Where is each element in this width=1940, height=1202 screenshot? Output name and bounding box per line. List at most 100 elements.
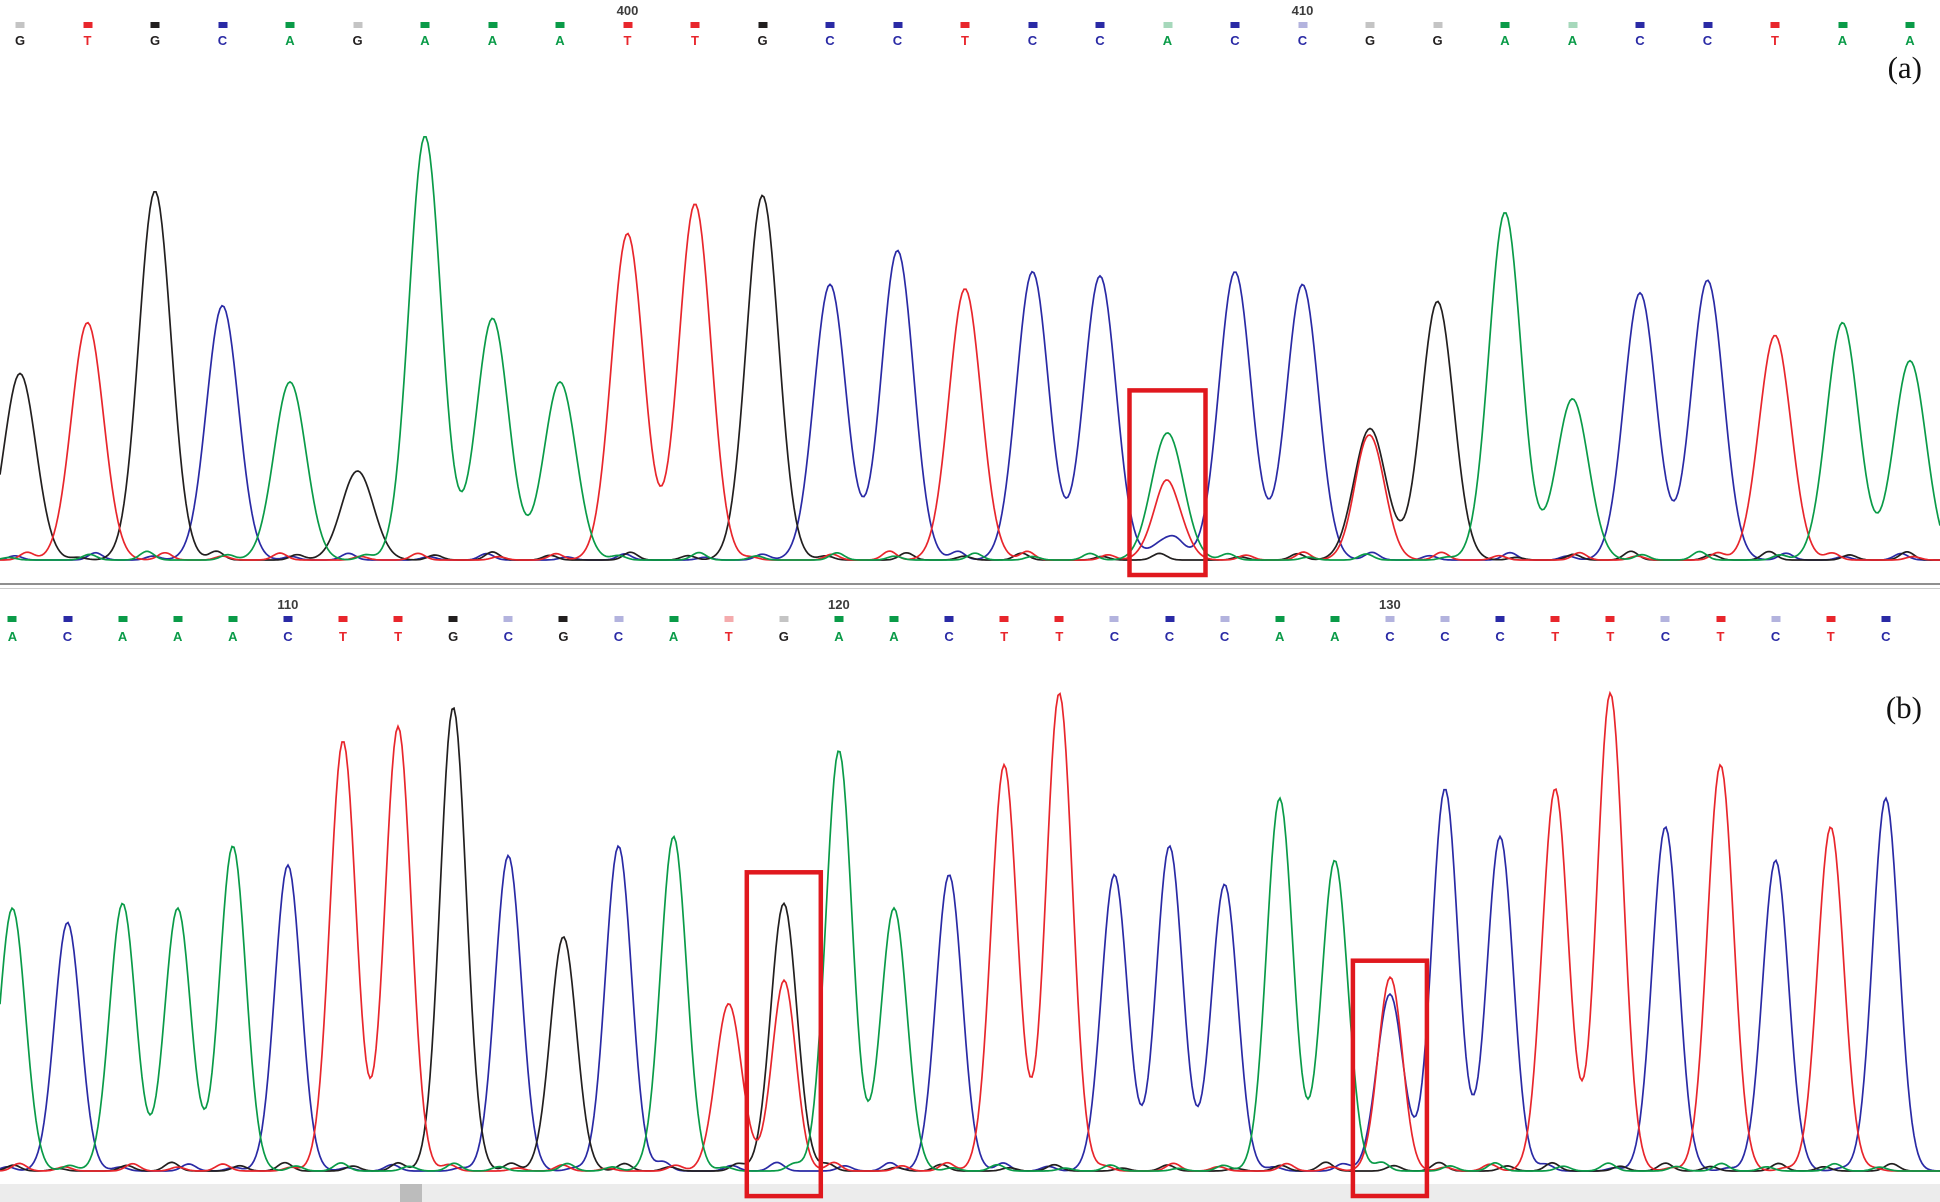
base-quality-square xyxy=(834,616,844,622)
base-quality-square xyxy=(999,616,1009,622)
base-call-header-a: G T G C A G A A A T T G C C T C C A C C G G A A C C T A A 400 410 xyxy=(0,0,1940,70)
base-quality-square xyxy=(1905,22,1915,28)
base-call-letter: T xyxy=(961,33,969,48)
base-quality-square xyxy=(893,22,902,28)
base-quality-square xyxy=(1440,616,1450,622)
base-quality-square xyxy=(960,22,970,28)
base-call-letter: G xyxy=(1364,33,1376,48)
base-call-letter: C xyxy=(892,33,903,48)
base-quality-square xyxy=(1568,22,1577,28)
base-call-letter: C xyxy=(1109,629,1120,644)
trace-plot-a xyxy=(0,135,1940,578)
base-quality-square xyxy=(1298,22,1307,28)
base-quality-square xyxy=(555,22,565,28)
base-quality-square xyxy=(1605,616,1615,622)
base-quality-square xyxy=(83,22,92,28)
base-call-letter: A xyxy=(7,629,18,644)
base-quality-square xyxy=(1385,616,1395,622)
base-quality-square xyxy=(623,22,632,28)
position-number: 130 xyxy=(1379,597,1401,612)
base-quality-square xyxy=(503,616,513,622)
trace-channel-G xyxy=(0,190,1940,561)
base-quality-square xyxy=(218,22,227,28)
base-call-letter: C xyxy=(1230,33,1240,48)
variant-highlight-box xyxy=(1127,388,1208,578)
base-quality-square xyxy=(393,616,403,622)
variant-highlight-box xyxy=(1350,958,1430,1199)
base-call-letter: G xyxy=(149,33,161,48)
base-call-letter: T xyxy=(623,33,632,48)
base-call-letter: C xyxy=(1702,33,1713,48)
base-quality-square xyxy=(669,616,679,622)
position-number: 410 xyxy=(1291,3,1314,18)
base-quality-square xyxy=(173,616,183,622)
base-quality-square xyxy=(1365,22,1375,28)
base-call-letter: A xyxy=(285,33,295,48)
base-call-letter: A xyxy=(1500,33,1510,48)
base-quality-square xyxy=(1220,616,1230,622)
base-call-letter: A xyxy=(172,629,183,644)
base-call-letter: T xyxy=(1771,33,1779,48)
base-call-letter: C xyxy=(1297,33,1308,48)
panel-label-a: (a) xyxy=(1887,50,1922,85)
base-call-letter: A xyxy=(420,33,430,48)
base-call-letter: C xyxy=(1095,33,1105,48)
base-quality-square xyxy=(1771,616,1781,622)
base-call-letter: C xyxy=(1219,629,1230,644)
base-call-letter: G xyxy=(1432,33,1443,48)
base-call-letter: A xyxy=(1567,33,1578,48)
trace-channel-G xyxy=(0,706,1940,1172)
base-quality-square xyxy=(7,616,17,622)
base-quality-square xyxy=(15,22,25,28)
base-call-letter: A xyxy=(487,33,498,48)
scroll-strip xyxy=(0,1184,1940,1202)
base-quality-square xyxy=(558,616,568,622)
base-call-letter: A xyxy=(1837,33,1848,48)
base-call-letter: T xyxy=(339,629,347,644)
base-quality-square xyxy=(1433,22,1442,28)
trace-channel-T xyxy=(0,203,1940,561)
base-quality-square xyxy=(1881,616,1891,622)
base-quality-square xyxy=(448,616,458,622)
base-call-letter: C xyxy=(217,33,228,48)
base-quality-square xyxy=(1028,22,1037,28)
base-call-letter: A xyxy=(555,33,565,48)
position-number: 110 xyxy=(277,597,299,612)
base-quality-square xyxy=(1275,616,1285,622)
base-call-letter: G xyxy=(558,629,569,644)
panel-divider xyxy=(0,583,1940,589)
base-quality-square xyxy=(285,22,295,28)
base-call-letter: C xyxy=(1635,33,1645,48)
base-quality-square xyxy=(118,616,128,622)
base-quality-square xyxy=(779,616,789,622)
base-quality-square xyxy=(488,22,497,28)
base-call-letter: C xyxy=(503,629,513,644)
base-call-letter: A xyxy=(834,629,844,644)
base-quality-square xyxy=(1495,616,1505,622)
base-quality-square xyxy=(283,616,293,622)
base-quality-square xyxy=(1330,616,1340,622)
base-quality-square xyxy=(1703,22,1712,28)
base-call-letter: T xyxy=(1000,629,1009,644)
base-quality-square xyxy=(353,22,362,28)
trace-channel-C xyxy=(0,788,1940,1172)
base-quality-square xyxy=(1165,616,1174,622)
base-call-letter: A xyxy=(228,629,238,644)
base-quality-square xyxy=(150,22,160,28)
scroll-strip-tab xyxy=(400,1184,422,1202)
panel-label-b: (b) xyxy=(1885,690,1922,725)
base-call-letter: C xyxy=(613,629,624,644)
base-call-letter: G xyxy=(448,629,459,644)
base-quality-square xyxy=(228,616,238,622)
base-quality-square xyxy=(1635,22,1645,28)
variant-highlight-box xyxy=(744,870,824,1199)
trace-channel-C xyxy=(0,249,1940,561)
trace-channel-A xyxy=(0,135,1940,561)
base-call-letter: T xyxy=(1606,629,1615,644)
base-call-letter: G xyxy=(778,629,789,644)
base-call-letter: A xyxy=(1162,33,1173,48)
base-call-letter: A xyxy=(1905,33,1915,48)
base-quality-square xyxy=(889,616,899,622)
base-quality-square xyxy=(63,616,72,622)
base-call-letter: C xyxy=(62,629,73,644)
